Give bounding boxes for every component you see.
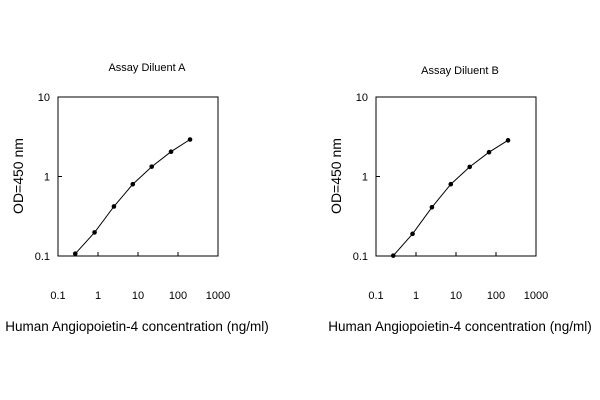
data-point xyxy=(92,230,97,235)
y-tick-label: 10 xyxy=(38,92,50,104)
data-point xyxy=(505,138,511,143)
chart-title: Assay Diluent A xyxy=(108,62,186,74)
data-point xyxy=(410,231,415,237)
data-point xyxy=(467,164,472,170)
x-tick-label: 0.1 xyxy=(50,290,65,302)
y-tick-label: 10 xyxy=(356,92,368,104)
x-axis-label: Human Angiopoietin-4 concentration (ng/m… xyxy=(5,319,268,334)
data-point xyxy=(390,253,396,258)
x-tick-label: 10 xyxy=(450,290,462,302)
x-tick-label: 1 xyxy=(95,290,101,302)
data-point xyxy=(486,149,492,155)
x-tick-label: 1 xyxy=(413,290,419,302)
y-axis-label: OD=450 nm xyxy=(328,138,344,214)
y-tick-label: 1 xyxy=(362,172,368,184)
y-tick-label: 0.1 xyxy=(353,251,368,263)
data-point xyxy=(187,137,193,142)
x-tick-label: 1000 xyxy=(206,290,230,302)
x-tick-label: 1000 xyxy=(524,290,548,302)
chart-title: Assay Diluent B xyxy=(421,65,499,77)
data-point xyxy=(429,204,435,210)
plot-frame xyxy=(57,96,219,257)
data-point xyxy=(72,251,78,256)
x-tick-label: 0.1 xyxy=(368,290,383,302)
data-point xyxy=(448,181,454,187)
plot-frame xyxy=(375,96,537,257)
x-axis-label: Human Angiopoietin-4 concentration (ng/m… xyxy=(328,319,591,334)
data-point xyxy=(149,164,154,169)
chart-panel-assay-diluent-b: Assay Diluent B OD=450 nm Human Angiopoi… xyxy=(328,65,592,334)
y-tick-label: 0.1 xyxy=(35,251,50,263)
series-line xyxy=(392,139,509,257)
y-axis-label: OD=450 nm xyxy=(10,138,26,214)
chart-panel-assay-diluent-a: Assay Diluent A OD=450 nm Human Angiopoi… xyxy=(5,62,268,334)
x-tick-label: 10 xyxy=(132,290,144,302)
series-line xyxy=(74,139,191,255)
data-point xyxy=(111,204,117,209)
y-tick-label: 1 xyxy=(44,172,50,184)
x-tick-label: 100 xyxy=(169,290,187,302)
data-point xyxy=(130,181,136,187)
data-point xyxy=(168,149,174,155)
x-tick-label: 100 xyxy=(487,290,505,302)
